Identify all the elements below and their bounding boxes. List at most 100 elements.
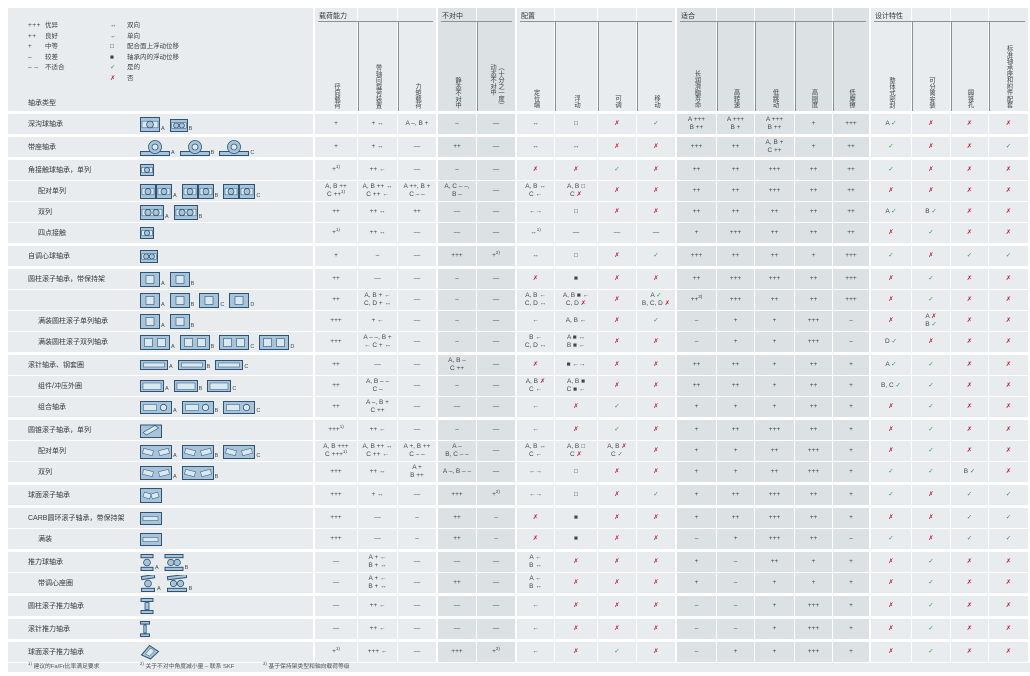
bearing-icon: [140, 487, 162, 503]
table-cell: —: [398, 269, 438, 289]
row-label: 组件/冲压外圈: [38, 383, 82, 390]
table-cell: B ✓: [951, 462, 989, 482]
table-cell: —: [477, 441, 517, 461]
table-cell: —: [398, 246, 438, 266]
table-cell: ←→: [517, 462, 555, 482]
bearing-icons: [140, 487, 162, 503]
table-cell: ✗: [951, 619, 989, 639]
table-cell: —: [398, 160, 438, 180]
row-label-cell: 带座轴承 A B C: [8, 137, 315, 157]
table-cell: ✗: [989, 596, 1030, 616]
legend-column: ↔ 双向 ← 单向 □ 配合面上浮动位移 ■ 轴承内的浮动位移 ✓ 是的 ✗ 否: [110, 21, 179, 84]
table-cell: ✗: [989, 202, 1030, 222]
table-cell: ✗: [951, 397, 989, 417]
table-cell: ■: [555, 529, 598, 549]
table-cell: +++: [833, 290, 871, 310]
table-cell: ✗: [555, 573, 598, 593]
table-cell: +: [677, 420, 717, 440]
table-cell: ✓: [951, 529, 989, 549]
table-cell: ✓: [989, 529, 1030, 549]
table-cell: +: [833, 441, 871, 461]
legend-symbol-label: 优异: [45, 22, 58, 29]
bearing-variant-tag: A: [161, 322, 165, 329]
table-cell: +: [795, 246, 833, 266]
table-cell: ✗: [951, 290, 989, 310]
table-cell: —: [398, 573, 438, 593]
column-group-label: 配置: [521, 13, 535, 20]
table-cell: ✗: [989, 573, 1030, 593]
legend-symbol-glyph: –: [28, 53, 33, 61]
table-cell: ✗: [989, 355, 1030, 375]
bearing-icon: C: [223, 400, 261, 414]
table-cell: +: [677, 462, 717, 482]
table-cell: +: [833, 508, 871, 528]
table-cell: ++: [833, 223, 871, 243]
table-cell: ✗: [598, 269, 637, 289]
table-cell: +++ ←: [358, 642, 398, 662]
legend-symbol-label: 良好: [45, 32, 58, 40]
table-cell: ✓: [912, 397, 951, 417]
table-cell: ✗: [637, 508, 677, 528]
bearing-icons: A B C: [140, 139, 254, 156]
table-cell: ✓: [871, 246, 912, 266]
legend-symbol: ↔ 双向: [110, 21, 179, 32]
table-cell: —: [398, 311, 438, 331]
table-cell: ✗: [951, 181, 989, 201]
legend-symbol-label: 较差: [45, 53, 58, 61]
table-cell: +++: [717, 290, 755, 310]
column-header: 高刚度: [795, 8, 833, 111]
table-row: 角接触球轴承，单列 +1) ++ ← — – — ✗ ✗ ✓ ✗ ++ ++ +++ ++ ++ ✓ ✗ ✗ ✗: [8, 158, 1030, 181]
row-label-cell: 组合轴承 A B C: [8, 397, 315, 417]
table-cell: ✗: [951, 137, 989, 157]
table-cell: –: [677, 642, 717, 662]
table-cell: ++: [717, 246, 755, 266]
bearing-variant-tag: B: [190, 322, 195, 329]
table-cell: ✗: [871, 552, 912, 572]
table-cell: ✓: [912, 642, 951, 662]
bearing-icon: D: [229, 292, 254, 308]
legend-symbol-glyph: – –: [28, 64, 39, 71]
table-row: 满装圆柱滚子单列轴承 A B +++ + ← — – — ← A, B ← ✗ ✓ – + + +++ – ✗ A …: [8, 311, 1030, 332]
table-cell: ++: [795, 485, 833, 505]
table-cell: ✓: [912, 420, 951, 440]
table-cell: ✗: [637, 181, 677, 201]
bearing-variant-tag: C: [256, 453, 261, 459]
bearing-variant-tag: A: [173, 453, 177, 459]
table-cell: ✓: [912, 573, 951, 593]
table-cell: —: [358, 508, 398, 528]
table-cell: ✗: [598, 529, 637, 549]
table-cell: ✗: [951, 332, 989, 352]
bearing-variant-tag: C: [256, 407, 261, 414]
table-cell: +: [717, 642, 755, 662]
table-cell: +: [833, 397, 871, 417]
table-cell: +++: [795, 596, 833, 616]
table-cell: —: [438, 397, 477, 417]
table-cell: ✗: [951, 376, 989, 396]
table-cell: ✓: [989, 137, 1030, 157]
table-cell: ✗: [951, 269, 989, 289]
row-label-cell: 球面滚子推力轴承: [8, 642, 315, 662]
table-cell: ✓: [912, 269, 951, 289]
table-cell: —: [398, 397, 438, 417]
bearing-icon: B: [166, 574, 192, 592]
table-cell: ✗: [912, 181, 951, 201]
table-cell: + ←: [358, 311, 398, 331]
table-cell: ++ ↔: [358, 202, 398, 222]
table-cell: A +++ B ++: [755, 114, 795, 134]
column-header-label: 整体式密封: [888, 76, 895, 109]
table-cell: +++: [795, 462, 833, 482]
table-cell: A, B – – C –: [358, 376, 398, 396]
bearing-variant-tag: B: [206, 364, 211, 370]
table-cell: —: [477, 420, 517, 440]
row-label-cell: 圆柱滚子推力轴承: [8, 596, 315, 616]
table-cell: ✓: [598, 642, 637, 662]
bearing-icons: [140, 532, 162, 546]
table-row: 双列 A B +++ ++ ↔ A + B ++ A –, B – – — ←→ □ ✗ ✗ + + ++ ++…: [8, 462, 1030, 483]
row-label-cell: 配对单列 A B C: [8, 441, 315, 461]
table-cell: A ++, B + C – –: [398, 181, 438, 201]
table-cell: ←→: [517, 485, 555, 505]
table-cell: ✗: [517, 160, 555, 180]
table-cell: ←: [517, 642, 555, 662]
table-cell: ✗: [951, 441, 989, 461]
table-cell: ✗: [598, 596, 637, 616]
